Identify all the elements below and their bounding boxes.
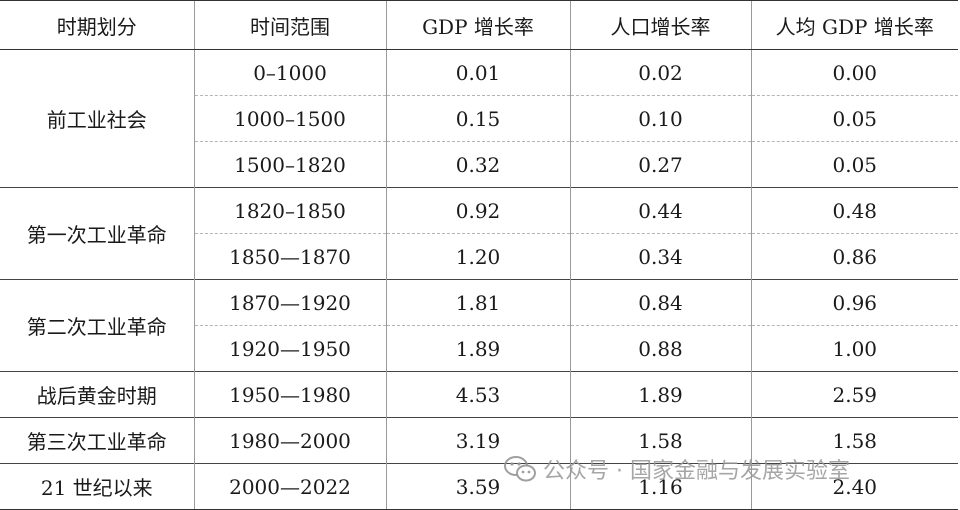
- pop-cell: 1.58: [569, 417, 751, 464]
- pc-cell: 2.40: [750, 463, 958, 510]
- pc-cell: 0.05: [750, 95, 958, 142]
- period-cell: 前工业社会: [0, 49, 194, 188]
- gdp-cell: 1.20: [385, 233, 570, 280]
- pop-cell: 0.44: [569, 187, 751, 234]
- header-population: 人口增长率: [569, 0, 751, 50]
- header-gdp: GDP 增长率: [385, 0, 570, 50]
- range-cell: 1000–1500: [193, 95, 386, 142]
- pop-cell: 1.89: [569, 371, 751, 418]
- header-period: 时期划分: [0, 0, 194, 50]
- table-row: 1500–1820 0.32 0.27 0.05: [0, 141, 958, 188]
- gdp-cell: 4.53: [385, 371, 570, 418]
- pop-cell: 0.88: [569, 325, 751, 372]
- range-cell: 1500–1820: [193, 141, 386, 188]
- header-per-capita: 人均 GDP 增长率: [750, 0, 958, 50]
- table-row: 第二次工业革命 1870—1920 1.81 0.84 0.96: [0, 279, 958, 372]
- period-cell: 21 世纪以来: [0, 463, 194, 510]
- table-row: 21 世纪以来 2000—2022 3.59 1.16 2.40: [0, 463, 958, 510]
- gdp-cell: 1.89: [385, 325, 570, 372]
- header-range: 时间范围: [193, 0, 386, 50]
- gdp-cell: 1.81: [385, 279, 570, 326]
- gdp-cell: 3.19: [385, 417, 570, 464]
- range-cell: 1920—1950: [193, 325, 386, 372]
- period-cell: 第一次工业革命: [0, 187, 194, 280]
- period-cell: 战后黄金时期: [0, 371, 194, 418]
- range-cell: 0–1000: [193, 49, 386, 96]
- range-cell: 1820–1850: [193, 187, 386, 234]
- range-cell: 1950—1980: [193, 371, 386, 418]
- pop-cell: 1.16: [569, 463, 751, 510]
- pop-cell: 0.84: [569, 279, 751, 326]
- gdp-cell: 0.01: [385, 49, 570, 96]
- range-cell: 1870—1920: [193, 279, 386, 326]
- header-row: 时期划分 时间范围 GDP 增长率 人口增长率 人均 GDP 增长率: [0, 0, 958, 50]
- period-cell: 第二次工业革命: [0, 279, 194, 372]
- pc-cell: 0.00: [750, 49, 958, 96]
- pop-cell: 0.34: [569, 233, 751, 280]
- table-row: 第三次工业革命 1980—2000 3.19 1.58 1.58: [0, 417, 958, 464]
- pop-cell: 0.10: [569, 95, 751, 142]
- table-row: 1000–1500 0.15 0.10 0.05: [0, 95, 958, 142]
- pc-cell: 0.86: [750, 233, 958, 280]
- gdp-cell: 0.32: [385, 141, 570, 188]
- gdp-cell: 0.92: [385, 187, 570, 234]
- pc-cell: 1.00: [750, 325, 958, 372]
- pc-cell: 0.96: [750, 279, 958, 326]
- range-cell: 1980—2000: [193, 417, 386, 464]
- pop-cell: 0.02: [569, 49, 751, 96]
- pop-cell: 0.27: [569, 141, 751, 188]
- table-row: 战后黄金时期 1950—1980 4.53 1.89 2.59: [0, 371, 958, 418]
- table-row: 前工业社会 0–1000 0.01 0.02 0.00: [0, 49, 958, 188]
- gdp-cell: 0.15: [385, 95, 570, 142]
- range-cell: 1850—1870: [193, 233, 386, 280]
- pc-cell: 0.48: [750, 187, 958, 234]
- pc-cell: 2.59: [750, 371, 958, 418]
- period-cell: 第三次工业革命: [0, 417, 194, 464]
- table-row: 第一次工业革命 1820–1850 0.92 0.44 0.48: [0, 187, 958, 280]
- range-cell: 2000—2022: [193, 463, 386, 510]
- table-row: 1850—1870 1.20 0.34 0.86: [0, 233, 958, 280]
- pc-cell: 1.58: [750, 417, 958, 464]
- gdp-cell: 3.59: [385, 463, 570, 510]
- table-row: 1920—1950 1.89 0.88 1.00: [0, 325, 958, 372]
- pc-cell: 0.05: [750, 141, 958, 188]
